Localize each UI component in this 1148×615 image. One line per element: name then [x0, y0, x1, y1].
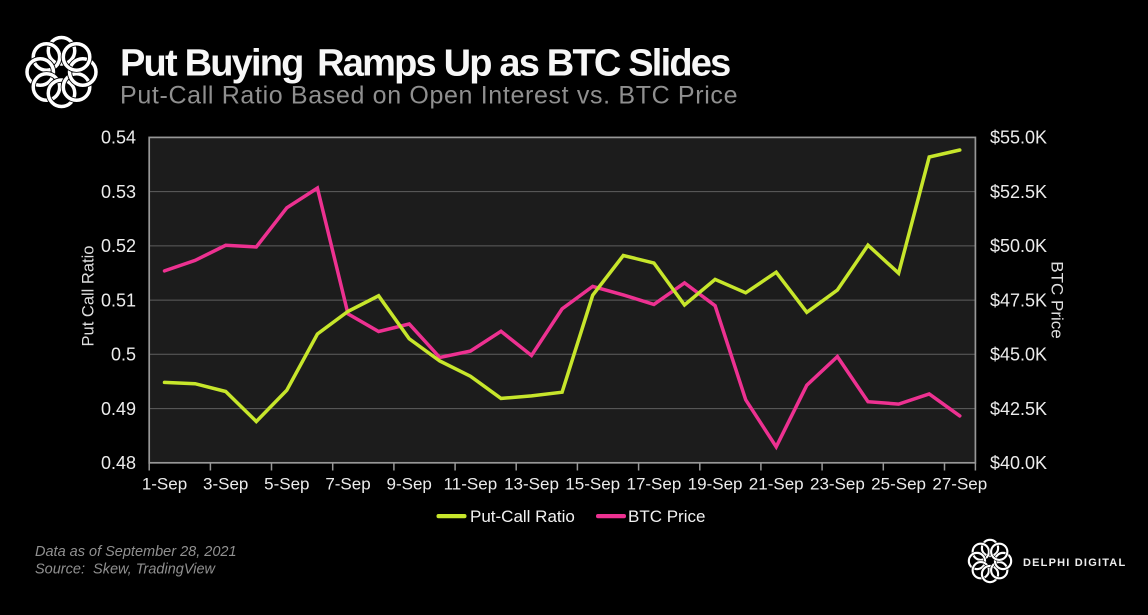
svg-text:DELPHI DIGITAL: DELPHI DIGITAL	[1023, 557, 1126, 569]
svg-text:7-Sep: 7-Sep	[325, 475, 370, 494]
svg-text:$40.0K: $40.0K	[990, 453, 1047, 473]
svg-text:25-Sep: 25-Sep	[871, 475, 926, 494]
svg-text:0.48: 0.48	[101, 453, 136, 473]
svg-text:Put-Call Ratio: Put-Call Ratio	[470, 507, 575, 526]
svg-text:3-Sep: 3-Sep	[203, 475, 248, 494]
svg-text:$52.5K: $52.5K	[990, 182, 1047, 202]
svg-text:0.51: 0.51	[101, 290, 136, 310]
svg-text:0.53: 0.53	[101, 182, 136, 202]
svg-text:0.49: 0.49	[101, 399, 136, 419]
svg-text:BTC Price: BTC Price	[628, 507, 705, 526]
svg-text:$42.5K: $42.5K	[990, 399, 1047, 419]
svg-text:$50.0K: $50.0K	[990, 236, 1047, 256]
svg-text:$45.0K: $45.0K	[990, 345, 1047, 365]
svg-text:19-Sep: 19-Sep	[688, 475, 743, 494]
svg-text:Put Call Ratio: Put Call Ratio	[80, 246, 98, 347]
svg-text:17-Sep: 17-Sep	[626, 475, 681, 494]
svg-text:Put Buying Ramps Up as BTC Sl: Put Buying Ramps Up as BTC Slides	[120, 43, 730, 85]
svg-text:13-Sep: 13-Sep	[504, 475, 559, 494]
svg-text:5-Sep: 5-Sep	[264, 475, 309, 494]
svg-text:15-Sep: 15-Sep	[565, 475, 620, 494]
svg-text:Put-Call Ratio Based on Open I: Put-Call Ratio Based on Open Interest vs…	[120, 82, 738, 110]
svg-text:0.5: 0.5	[111, 345, 136, 365]
svg-text:Source: Skew, TradingView: Source: Skew, TradingView	[35, 562, 217, 578]
svg-text:23-Sep: 23-Sep	[810, 475, 865, 494]
svg-text:1-Sep: 1-Sep	[142, 475, 187, 494]
svg-text:BTC Price: BTC Price	[1048, 261, 1067, 338]
svg-text:$47.5K: $47.5K	[990, 290, 1047, 310]
svg-text:9-Sep: 9-Sep	[387, 475, 432, 494]
svg-text:0.52: 0.52	[101, 236, 136, 256]
svg-text:21-Sep: 21-Sep	[749, 475, 804, 494]
svg-text:27-Sep: 27-Sep	[932, 475, 987, 494]
svg-text:$55.0K: $55.0K	[990, 128, 1047, 148]
svg-text:0.54: 0.54	[101, 128, 136, 148]
svg-text:Data as of September 28, 2021: Data as of September 28, 2021	[35, 544, 237, 560]
svg-text:11-Sep: 11-Sep	[444, 475, 498, 494]
